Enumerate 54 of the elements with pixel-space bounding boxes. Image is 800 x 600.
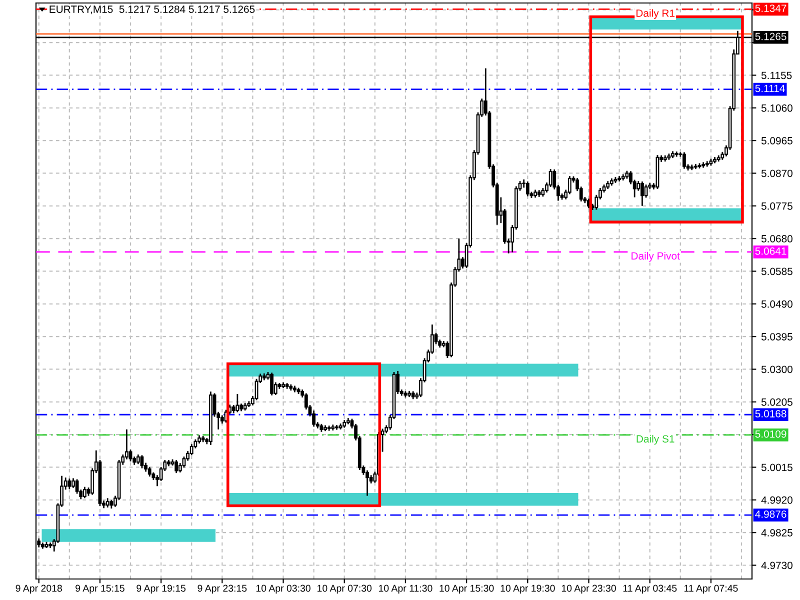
candlestick <box>148 466 152 478</box>
ref-line-label: 5.1347 <box>755 4 786 12</box>
candlestick <box>366 470 369 496</box>
y-tick-label: 5.0015 <box>761 464 792 472</box>
ref-line-label: 5.1265 <box>755 32 786 40</box>
x-tick-label: 9 Apr 23:15 <box>198 584 247 594</box>
ref-line-label: 5.0109 <box>755 430 786 438</box>
x-tick-label: 11 Apr 03:45 <box>623 584 677 594</box>
y-tick-label: 5.1060 <box>761 104 792 112</box>
candlestick <box>72 478 75 489</box>
ref-line-label: 5.0641 <box>755 247 786 255</box>
y-tick-label: 5.0490 <box>761 300 792 308</box>
y-tick-label: 4.9730 <box>761 562 792 570</box>
x-tick-label: 10 Apr 19:30 <box>500 584 555 594</box>
y-tick-label: 4.9920 <box>761 496 792 504</box>
candlestick <box>682 152 686 170</box>
y-tick-label: 5.0300 <box>761 366 792 374</box>
y-tick-label: 5.0395 <box>761 333 792 340</box>
x-tick-label: 9 Apr 15:15 <box>76 584 124 594</box>
y-tick-label: 5.0205 <box>761 398 792 406</box>
y-tick-label: 5.0775 <box>761 202 792 210</box>
candlestick <box>106 497 110 508</box>
candlestick <box>236 393 240 413</box>
candlestick <box>174 459 178 474</box>
annotation: Daily R1 <box>636 9 675 19</box>
x-tick-label: 10 Apr 15:30 <box>440 584 494 594</box>
candlestick <box>380 428 384 452</box>
y-tick-label: 5.0870 <box>761 170 792 178</box>
y-tick-label: 5.0965 <box>761 137 792 144</box>
ref-line-label: 5.0168 <box>755 410 786 418</box>
y-tick-label: 4.9825 <box>761 529 792 536</box>
ref-line-label: 5.1114 <box>755 84 785 92</box>
candlestick <box>140 454 144 469</box>
candlestick <box>136 454 140 465</box>
candlestick <box>68 478 72 490</box>
x-tick-label: 9 Apr 19:15 <box>136 584 186 594</box>
x-tick-label: 11 Apr 07:45 <box>684 584 738 594</box>
x-tick-label: 10 Apr 11:30 <box>378 584 432 594</box>
y-tick-label: 5.0680 <box>761 235 792 242</box>
x-tick-label: 9 Apr 2018 <box>16 584 62 594</box>
candlestick <box>644 184 648 198</box>
candlestick <box>270 372 274 396</box>
y-tick-label: 5.1155 <box>761 72 792 80</box>
annotation: Daily Pivot <box>632 252 680 262</box>
candlestick <box>82 486 86 499</box>
candlestick <box>640 180 644 207</box>
x-tick-label: 10 Apr 07:30 <box>318 584 372 594</box>
ref-line-label: 4.9876 <box>755 510 786 518</box>
chart-title: EURTRY,M15 5.1217 5.1284 5.1217 5.1265 <box>50 6 255 14</box>
y-tick-label: 5.0585 <box>761 268 792 276</box>
x-tick-label: 10 Apr 23:30 <box>562 584 616 594</box>
candlestick <box>526 180 530 197</box>
x-tick-label: 10 Apr 03:30 <box>256 584 310 594</box>
annotation: Daily S1 <box>636 434 674 445</box>
